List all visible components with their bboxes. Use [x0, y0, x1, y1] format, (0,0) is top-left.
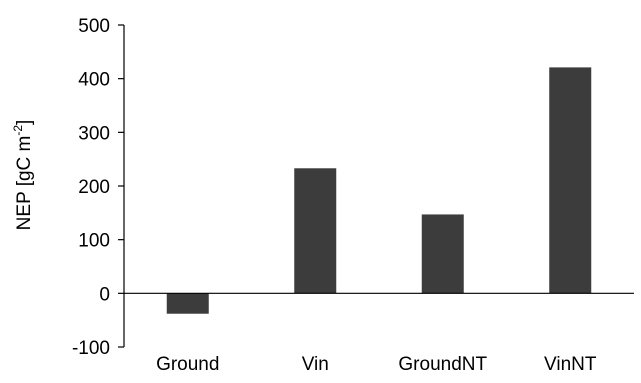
x-tick-label: Vin [302, 354, 329, 375]
y-tick-label: 100 [78, 231, 110, 252]
y-axis-title-main: NEP [gC m [14, 136, 35, 231]
y-axis: -100 0 100 200 300 400 500 [72, 16, 125, 359]
y-tick-label: 400 [78, 70, 110, 91]
y-tick-label: 200 [78, 177, 110, 198]
y-tick-label: 300 [78, 123, 110, 144]
y-tick-label: 500 [78, 16, 110, 37]
bars [166, 67, 592, 314]
bar-vin [294, 168, 337, 294]
x-axis: Ground Vin GroundNT VinNT [124, 292, 634, 375]
bar-vinnt [549, 67, 592, 294]
y-axis-title-close: ] [14, 120, 35, 125]
x-tick-label: GroundNT [398, 354, 487, 375]
bar-groundnt [421, 214, 464, 294]
y-axis-title-superscript: -2 [11, 125, 25, 136]
y-axis-title: NEP [gC m-2] [11, 120, 35, 231]
x-tick-label: VinNT [544, 354, 597, 375]
y-tick-label: -100 [72, 338, 110, 359]
y-tick-label: 0 [99, 284, 110, 305]
bar-ground [166, 293, 209, 314]
x-tick-label: Ground [156, 354, 219, 375]
